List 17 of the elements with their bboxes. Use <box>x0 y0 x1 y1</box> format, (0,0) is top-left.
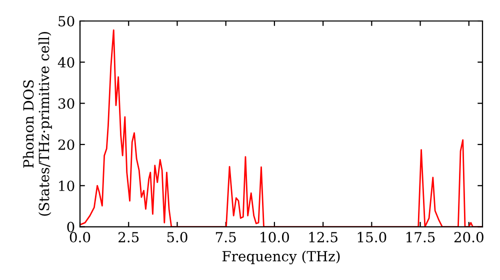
y-tick-label: 40 <box>58 57 74 68</box>
x-tick-label: 17.5 <box>406 232 435 242</box>
y-tick-label: 10 <box>59 180 74 192</box>
x-tick-label: 20.0 <box>454 232 484 242</box>
y-tick-label: 20 <box>58 139 74 150</box>
x-tick-label: 15.0 <box>358 232 386 242</box>
y-tick-label: 30 <box>58 98 74 109</box>
x-tick-label: 5.0 <box>167 232 188 242</box>
x-tick-label: 2.5 <box>118 232 139 242</box>
x-tick-label: 7.5 <box>216 232 236 242</box>
x-tick-label: 12.5 <box>309 232 338 242</box>
x-tick-label: 10.0 <box>260 232 289 242</box>
y-tick-label: 50 <box>58 16 74 26</box>
x-axis-title: Frequency (THz) <box>222 250 340 264</box>
x-tick-label: 0.0 <box>70 232 90 242</box>
y-tick-label: 0 <box>67 222 74 232</box>
y-axis-title: Phonon DOS (States/THz·primitive cell) <box>22 32 52 216</box>
